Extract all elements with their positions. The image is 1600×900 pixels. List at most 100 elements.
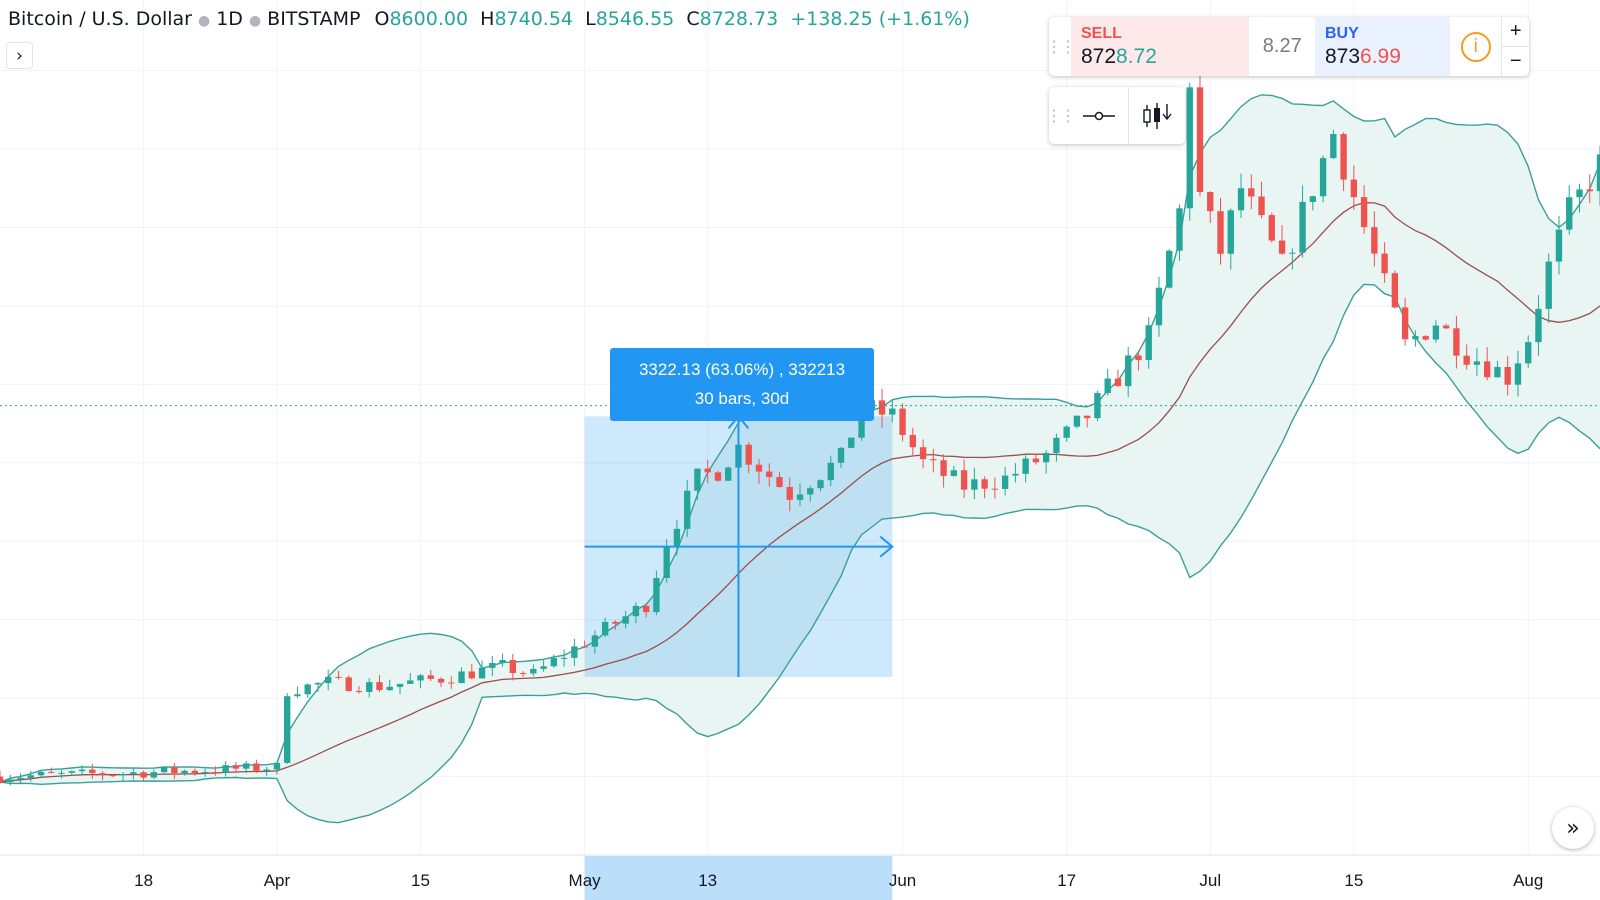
candle [99, 771, 106, 781]
candle [119, 772, 127, 782]
candle [1340, 132, 1347, 192]
candle [386, 679, 393, 692]
candle-body [355, 691, 363, 693]
candle [1350, 165, 1358, 211]
candle [273, 762, 281, 775]
candle-body [1073, 415, 1081, 427]
sell-button[interactable]: SELL 8728.72 [1071, 17, 1250, 76]
legend-toggle-button[interactable]: › [6, 42, 33, 69]
candle-body [1278, 240, 1286, 254]
high-label: H [480, 8, 495, 30]
candle-body [1596, 154, 1600, 192]
candle-body [304, 684, 311, 695]
candle [1473, 348, 1481, 377]
candle [314, 681, 322, 692]
candle-body [694, 468, 701, 491]
candle [68, 770, 75, 777]
x-tick-label: 15 [411, 871, 430, 890]
candle-body [273, 762, 281, 770]
candle-body [284, 696, 291, 763]
candle [294, 686, 301, 698]
candle [1012, 463, 1019, 483]
candle [1001, 466, 1009, 496]
minus-button[interactable]: − [1502, 46, 1529, 76]
candle [1299, 185, 1306, 258]
candle-body [1391, 273, 1399, 308]
candle-body [991, 488, 999, 490]
sell-price-tail: 8.72 [1116, 45, 1157, 68]
drag-handle-icon[interactable]: ⋮⋮ [1046, 106, 1076, 125]
measure-price-change: 3322.13 (63.06%) , 332213 [638, 360, 846, 379]
candle [581, 640, 588, 648]
candle [1114, 369, 1122, 387]
interval-label[interactable]: 1D [216, 8, 243, 30]
candle [684, 480, 691, 537]
candle-body [1401, 307, 1409, 340]
line-tool-button[interactable] [1071, 87, 1128, 144]
candle-body [99, 773, 106, 776]
candle-body [1196, 87, 1204, 193]
candle [366, 678, 373, 698]
candle [540, 660, 547, 672]
candle-body [1586, 189, 1593, 192]
x-tick-label: Jul [1199, 871, 1221, 890]
buy-button[interactable]: BUY 8736.99 [1315, 17, 1451, 76]
candle-body [1371, 227, 1378, 254]
candle [355, 686, 363, 694]
candle [396, 683, 404, 695]
candle-body [1001, 475, 1009, 489]
chart-style-button[interactable] [1127, 87, 1186, 144]
candle-body [1555, 229, 1563, 262]
candle-body [222, 765, 229, 773]
candle-body [437, 678, 445, 683]
candle-body [930, 459, 937, 461]
drawing-tools-panel: ⋮⋮ [1046, 87, 1186, 144]
candle-body [1504, 367, 1511, 385]
candle-body [232, 765, 240, 769]
candle-body [1084, 415, 1091, 419]
x-tick-label: Jun [889, 871, 916, 890]
candle [1248, 174, 1255, 210]
candle [304, 683, 311, 698]
spread-value: 8.27 [1262, 35, 1302, 57]
candle [212, 766, 219, 776]
ohlc-values: O8600.00 H8740.54 L8546.55 C8728.73 +138… [375, 8, 970, 30]
scroll-to-realtime-button[interactable]: » [1552, 807, 1594, 849]
candle [1371, 211, 1378, 267]
candle [560, 649, 568, 667]
candle-body [919, 447, 927, 460]
candle [160, 766, 168, 775]
candle [1484, 347, 1491, 381]
candle-body [848, 437, 855, 448]
candle [909, 427, 916, 457]
candle-body [1545, 261, 1552, 309]
double-chevron-right-icon: » [1566, 815, 1580, 841]
candle-body [366, 682, 373, 692]
candle-body [591, 635, 599, 647]
candle [242, 760, 250, 774]
candle-body [878, 400, 886, 415]
plus-button[interactable]: + [1509, 20, 1522, 42]
info-button[interactable]: i [1450, 17, 1501, 76]
candle [1576, 183, 1583, 213]
candle-body [181, 770, 188, 774]
candle-body [294, 694, 301, 697]
candle [78, 765, 86, 776]
candle [109, 774, 116, 778]
drag-handle-icon[interactable]: ⋮⋮ [1049, 38, 1076, 56]
candle [1555, 215, 1563, 275]
candle [1422, 335, 1429, 341]
symbol-name[interactable]: Bitcoin / U.S. Dollar [8, 8, 192, 30]
x-tick-label: 13 [698, 871, 717, 890]
candle-body [1032, 458, 1040, 463]
candle-body [0, 776, 4, 783]
candle-body [1248, 188, 1255, 197]
exchange-label: BITSTAMP [267, 8, 361, 30]
candle [807, 485, 814, 502]
candle [1442, 323, 1450, 330]
candle-body [755, 464, 763, 472]
candle [1237, 173, 1245, 218]
candle [1227, 208, 1234, 270]
candle [571, 638, 578, 666]
